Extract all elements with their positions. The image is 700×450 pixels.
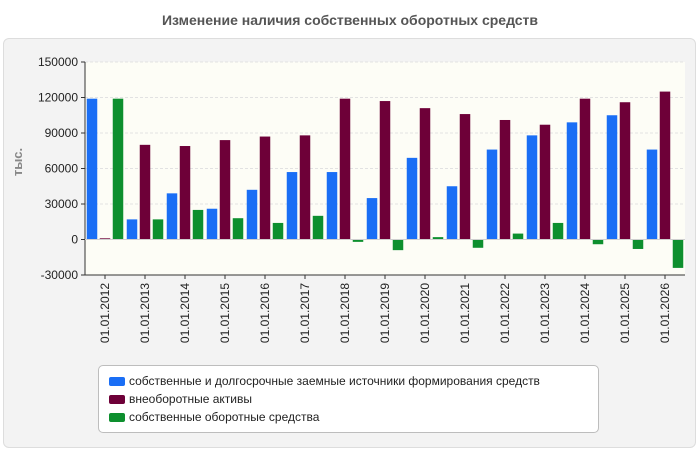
bar-s0-10 <box>486 149 498 240</box>
bar-s1-6 <box>339 98 351 240</box>
bar-s1-10 <box>499 119 511 240</box>
bar-s2-13 <box>632 239 644 249</box>
x-tick-label-12: 01.01.2024 <box>578 283 592 343</box>
chart-title: Изменение наличия собственных оборотных … <box>161 12 539 28</box>
y-tick-label-1: 0 <box>71 233 78 247</box>
legend-label-sources: собственные и долгосрочные заемные источ… <box>129 374 540 388</box>
bar-s0-0 <box>86 98 98 240</box>
bar-s1-9 <box>459 114 471 240</box>
bar-s2-8 <box>432 237 444 240</box>
x-tick-label-0: 01.01.2012 <box>98 283 112 343</box>
bar-s2-7 <box>392 239 404 251</box>
x-tick-label-3: 01.01.2015 <box>218 283 232 343</box>
bar-s1-5 <box>299 135 311 240</box>
bar-s0-3 <box>206 208 218 240</box>
bar-s2-5 <box>312 215 324 240</box>
bar-s2-2 <box>192 209 204 240</box>
x-tick-label-9: 01.01.2021 <box>458 283 472 343</box>
bar-s0-4 <box>246 189 258 240</box>
bar-s0-5 <box>286 172 298 240</box>
bar-s1-2 <box>179 146 191 240</box>
bar-s1-1 <box>139 144 151 240</box>
legend: собственные и долгосрочные заемные источ… <box>98 365 599 433</box>
y-tick-label-2: 30000 <box>45 197 79 211</box>
bar-s2-1 <box>152 219 164 240</box>
bar-s0-13 <box>606 115 618 240</box>
bar-s1-12 <box>579 98 591 240</box>
x-tick-label-14: 01.01.2026 <box>658 283 672 343</box>
bar-s2-14 <box>672 239 684 268</box>
x-tick-label-1: 01.01.2013 <box>138 283 152 343</box>
legend-swatch-noncurrent <box>109 394 125 404</box>
bar-s1-14 <box>659 91 671 240</box>
y-tick-label-0: -30000 <box>41 268 79 282</box>
bar-s1-11 <box>539 124 551 240</box>
x-tick-label-5: 01.01.2017 <box>298 283 312 343</box>
x-tick-label-2: 01.01.2014 <box>178 283 192 343</box>
bar-s2-10 <box>512 233 524 240</box>
y-tick-label-3: 60000 <box>45 162 79 176</box>
bar-s2-3 <box>232 218 244 240</box>
bar-s1-7 <box>379 101 391 240</box>
bar-s0-12 <box>566 122 578 240</box>
y-axis-label: тыс. <box>10 148 25 176</box>
legend-item-working-capital: собственные оборотные средства <box>109 408 588 426</box>
legend-item-noncurrent: внеоборотные активы <box>109 390 588 408</box>
bar-s2-11 <box>552 222 564 240</box>
bar-s0-7 <box>366 198 378 240</box>
bar-s2-12 <box>592 239 604 245</box>
y-tick-label-5: 120000 <box>38 91 78 105</box>
y-tick-label-6: 150000 <box>38 55 78 69</box>
bar-s0-8 <box>406 157 418 240</box>
x-tick-label-4: 01.01.2016 <box>258 283 272 343</box>
bar-s0-9 <box>446 186 458 240</box>
bar-s1-3 <box>219 140 231 240</box>
legend-swatch-sources <box>109 376 125 386</box>
x-tick-label-6: 01.01.2018 <box>338 283 352 343</box>
bar-s0-2 <box>166 193 178 240</box>
bar-s2-9 <box>472 239 484 248</box>
bar-s0-6 <box>326 172 338 240</box>
bar-s0-11 <box>526 135 538 240</box>
bar-s2-6 <box>352 239 364 242</box>
x-tick-label-8: 01.01.2020 <box>418 283 432 343</box>
x-tick-label-7: 01.01.2019 <box>378 283 392 343</box>
bar-s2-0 <box>112 98 124 240</box>
bar-s0-14 <box>646 149 658 240</box>
bar-s1-0 <box>99 238 111 240</box>
bar-s1-8 <box>419 108 431 240</box>
legend-item-sources: собственные и долгосрочные заемные источ… <box>109 372 588 390</box>
bar-s1-13 <box>619 102 631 240</box>
legend-swatch-working-capital <box>109 412 125 422</box>
bar-s1-4 <box>259 136 271 240</box>
legend-label-noncurrent: внеоборотные активы <box>129 392 252 406</box>
x-tick-label-13: 01.01.2025 <box>618 283 632 343</box>
legend-label-working-capital: собственные оборотные средства <box>129 410 320 424</box>
x-tick-label-10: 01.01.2022 <box>498 283 512 343</box>
y-tick-label-4: 90000 <box>45 126 79 140</box>
bar-s2-4 <box>272 222 284 240</box>
bar-s0-1 <box>126 219 138 240</box>
x-tick-label-11: 01.01.2023 <box>538 283 552 343</box>
